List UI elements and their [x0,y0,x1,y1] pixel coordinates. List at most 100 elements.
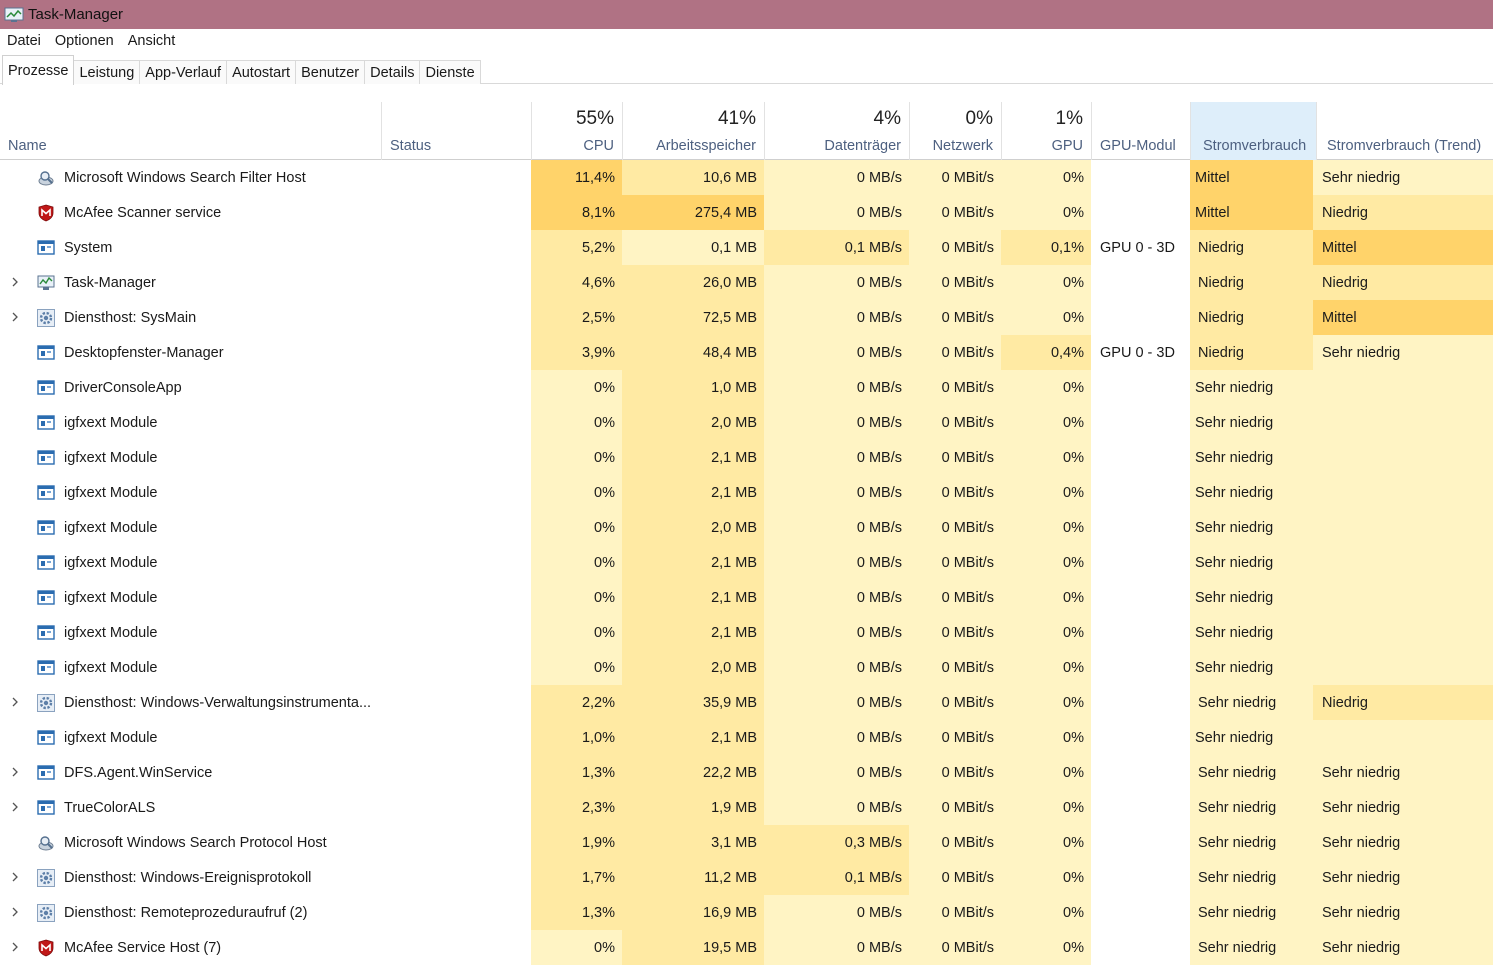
process-row[interactable]: Diensthost: SysMain 2,5% 72,5 MB 0 MB/s 0 MB… [0,300,1493,335]
process-row[interactable]: igfxext Module 0% 2,0 MB 0 MB/s 0 MBit/s 0% Se… [0,405,1493,440]
process-name: igfxext Module [64,729,158,746]
chevron-right-icon[interactable] [9,311,21,323]
power-trend-cell [1313,475,1493,510]
column-memory[interactable]: 41% Arbeitsspeicher [622,102,764,160]
chevron-right-icon[interactable] [9,801,21,813]
process-row[interactable]: McAfee Scanner service 8,1% 275,4 MB 0 MB/s… [0,195,1493,230]
power-cell: Sehr niedrig [1190,650,1313,685]
process-row[interactable]: Diensthost: Windows-Ereignisprotokoll 1,7… [0,860,1493,895]
menu-datei[interactable]: Datei [7,33,41,49]
process-row[interactable]: igfxext Module 0% 2,1 MB 0 MB/s 0 MBit/s 0% Se… [0,580,1493,615]
process-row[interactable]: igfxext Module 0% 2,1 MB 0 MB/s 0 MBit/s 0% Se… [0,615,1493,650]
column-cpu[interactable]: 55% CPU [531,102,622,160]
process-row[interactable]: igfxext Module 0% 2,0 MB 0 MB/s 0 MBit/s 0% Se… [0,650,1493,685]
column-header: Name Status 55% CPU 41% Arbeitsspeicher … [0,102,1493,160]
column-gpu-label: GPU [1051,138,1083,154]
tab-details[interactable]: Details [364,60,421,84]
process-row[interactable]: TrueColorALS 2,3% 1,9 MB 0 MB/s 0 MBit/s 0% Se… [0,790,1493,825]
process-row[interactable]: igfxext Module 0% 2,1 MB 0 MB/s 0 MBit/s 0% Se… [0,440,1493,475]
column-memory-label: Arbeitsspeicher [656,138,756,154]
cpu-cell: 4,6% [531,265,622,300]
process-name: igfxext Module [64,554,158,571]
tab-autostart[interactable]: Autostart [226,60,297,84]
gpu-engine-cell [1091,895,1190,930]
cpu-cell: 2,3% [531,790,622,825]
window-app-icon [37,519,55,537]
disk-cell: 0 MB/s [764,790,909,825]
menu-optionen[interactable]: Optionen [54,33,114,49]
process-row[interactable]: DriverConsoleApp 0% 1,0 MB 0 MB/s 0 MBit/s 0%… [0,370,1493,405]
process-row[interactable]: igfxext Module 0% 2,1 MB 0 MB/s 0 MBit/s 0% Se… [0,475,1493,510]
cpu-cell: 0% [531,475,622,510]
process-row[interactable]: Desktopfenster-Manager 3,9% 48,4 MB 0 MB/s 0… [0,335,1493,370]
memory-cell: 22,2 MB [622,755,764,790]
chevron-right-icon[interactable] [9,276,21,288]
cpu-cell: 1,9% [531,825,622,860]
network-cell: 0 MBit/s [909,545,1001,580]
column-gpu[interactable]: 1% GPU [1001,102,1091,160]
process-row[interactable]: Task-Manager 4,6% 26,0 MB 0 MB/s 0 MBit/s 0% N… [0,265,1493,300]
process-row[interactable]: Microsoft Windows Search Filter Host 11,4… [0,160,1493,195]
tab-leistung[interactable]: Leistung [73,60,141,84]
column-status[interactable]: Status [381,102,531,160]
chevron-right-icon[interactable] [9,941,21,953]
power-trend-cell [1313,615,1493,650]
column-gpu-engine[interactable]: GPU-Modul [1091,102,1190,160]
power-cell: Sehr niedrig [1190,860,1313,895]
process-row[interactable]: igfxext Module 0% 2,0 MB 0 MB/s 0 MBit/s 0% Se… [0,510,1493,545]
tab-prozesse[interactable]: Prozesse [2,55,75,85]
chevron-right-icon[interactable] [9,906,21,918]
column-disk-label: Datenträger [824,138,901,154]
column-disk[interactable]: 4% Datenträger [764,102,909,160]
disk-cell: 0 MB/s [764,895,909,930]
window-app-icon [37,624,55,642]
process-row[interactable]: igfxext Module 1,0% 2,1 MB 0 MB/s 0 MBit/s 0%… [0,720,1493,755]
process-row[interactable]: System 5,2% 0,1 MB 0,1 MB/s 0 MBit/s 0,1% GPU … [0,230,1493,265]
gpu-engine-cell [1091,860,1190,895]
process-row[interactable]: Diensthost: Windows-Verwaltungsinstrumen… [0,685,1493,720]
chevron-right-icon[interactable] [9,696,21,708]
chevron-right-icon[interactable] [9,766,21,778]
gpu-cell: 0% [1001,615,1091,650]
process-name: Diensthost: Windows-Verwaltungsinstrumen… [64,694,372,711]
gpu-total: 1% [1055,108,1083,129]
gpu-cell: 0% [1001,160,1091,195]
network-cell: 0 MBit/s [909,860,1001,895]
column-power-trend[interactable]: Stromverbrauch (Trend) [1316,102,1493,160]
network-cell: 0 MBit/s [909,825,1001,860]
window-app-icon [37,414,55,432]
tab-dienste[interactable]: Dienste [419,60,481,84]
column-network[interactable]: 0% Netzwerk [909,102,1001,160]
process-row[interactable]: Diensthost: Remoteprozeduraufruf (2) 1,3%… [0,895,1493,930]
memory-cell: 2,1 MB [622,545,764,580]
process-row[interactable]: DFS.Agent.WinService 1,3% 22,2 MB 0 MB/s 0 M… [0,755,1493,790]
tab-app-verlauf[interactable]: App-Verlauf [139,60,228,84]
task-manager-icon [37,274,55,292]
power-cell: Niedrig [1190,265,1313,300]
window-app-icon [37,589,55,607]
process-name: Diensthost: Remoteprozeduraufruf (2) [64,904,308,921]
column-power[interactable]: Stromverbrauch [1190,102,1316,160]
column-name[interactable]: Name [0,102,381,160]
gpu-cell: 0% [1001,650,1091,685]
window-app-icon [37,449,55,467]
memory-cell: 11,2 MB [622,860,764,895]
memory-cell: 35,9 MB [622,685,764,720]
gpu-engine-cell [1091,685,1190,720]
menu-bar: Datei Optionen Ansicht [0,29,1493,53]
power-trend-cell: Mittel [1313,300,1493,335]
process-row[interactable]: Microsoft Windows Search Protocol Host 1,… [0,825,1493,860]
menu-ansicht[interactable]: Ansicht [127,33,176,49]
tab-benutzer[interactable]: Benutzer [295,60,366,84]
mcafee-icon [37,204,55,222]
gpu-engine-cell [1091,790,1190,825]
chevron-right-icon[interactable] [9,871,21,883]
network-cell: 0 MBit/s [909,265,1001,300]
process-name: igfxext Module [64,659,158,676]
gpu-engine-cell [1091,650,1190,685]
process-row[interactable]: igfxext Module 0% 2,1 MB 0 MB/s 0 MBit/s 0% Se… [0,545,1493,580]
gpu-cell: 0% [1001,755,1091,790]
disk-cell: 0 MB/s [764,265,909,300]
process-row[interactable]: McAfee Service Host (7) 0% 19,5 MB 0 MB/s 0 … [0,930,1493,965]
network-cell: 0 MBit/s [909,580,1001,615]
